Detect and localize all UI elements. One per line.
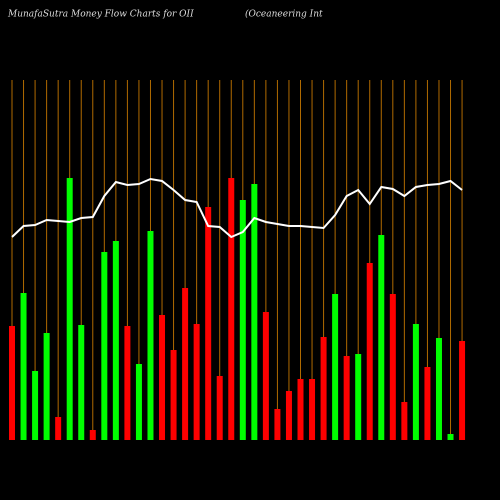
chart-subtitle: (Oceaneering Int	[245, 9, 323, 20]
bar	[205, 207, 212, 440]
bar	[251, 184, 258, 440]
bar	[135, 364, 142, 440]
bar	[159, 315, 166, 440]
bar	[216, 376, 223, 440]
bar	[459, 341, 466, 440]
bar	[228, 178, 235, 440]
bar	[309, 379, 316, 440]
bar	[401, 402, 408, 440]
money-flow-line	[11, 177, 463, 239]
bar	[435, 338, 442, 440]
bar	[447, 434, 454, 440]
bar	[424, 367, 431, 440]
bar	[112, 241, 119, 440]
bar	[9, 326, 15, 440]
bar	[332, 294, 339, 440]
bar	[193, 324, 200, 440]
bar	[297, 379, 304, 440]
bar	[320, 337, 327, 440]
bar	[147, 231, 154, 440]
bar	[239, 200, 246, 440]
chart-title: MunafaSutra Money Flow Charts for OII	[7, 10, 194, 20]
bar	[389, 294, 396, 440]
bar	[32, 371, 39, 440]
bar	[355, 354, 362, 440]
bar	[182, 288, 189, 440]
bar	[412, 324, 419, 440]
bar	[366, 263, 373, 440]
bar	[55, 417, 62, 440]
bar	[78, 325, 85, 440]
bar	[170, 350, 177, 440]
bar	[124, 326, 131, 440]
bar	[262, 312, 269, 440]
bar	[343, 356, 350, 440]
bar	[89, 430, 96, 440]
bar	[274, 409, 281, 440]
bar	[378, 235, 385, 440]
bar	[285, 391, 292, 440]
bar	[101, 252, 108, 440]
bar	[20, 293, 27, 440]
bar	[43, 333, 50, 440]
bar	[66, 178, 73, 440]
